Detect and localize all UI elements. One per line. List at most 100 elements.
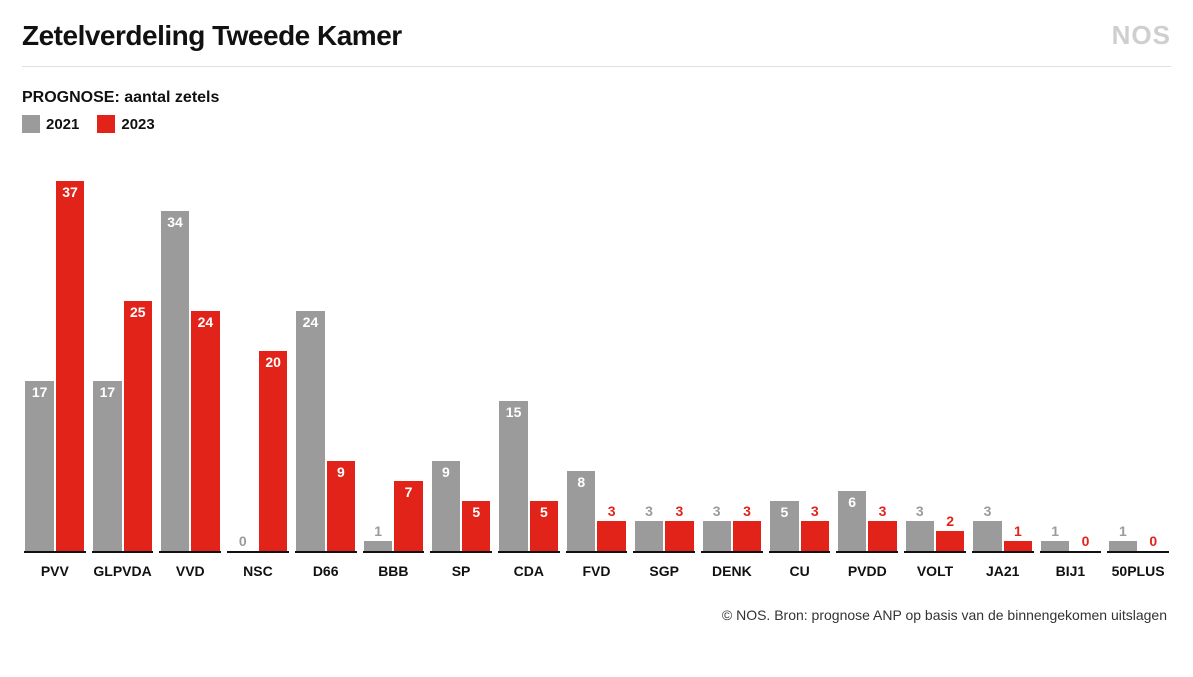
category-label: NSC [243,563,273,579]
category-label: FVD [582,563,610,579]
bar-value-label: 25 [124,304,152,320]
category-label: PVV [41,563,69,579]
bar-group: 53 CU [769,183,831,579]
bar-pair: 33 [633,183,695,553]
bar-group: 34 24 VVD [159,183,221,579]
bar-pair: 33 [701,183,763,553]
category-label: SGP [649,563,679,579]
bar-value-label: 5 [462,504,490,520]
bar: 25 [124,301,152,551]
bar-pair: 83 [566,183,628,553]
bar-value-label: 3 [906,503,934,519]
bar-value-label: 3 [665,503,693,519]
bar-value-label: 3 [635,503,663,519]
bar-group: 1737PVV [24,183,86,579]
bar-group: 33SGP [633,183,695,579]
bar-value-label: 17 [25,384,53,400]
bar: 3 [801,521,829,551]
bar-pair: 63 [836,183,898,553]
legend-label: 2021 [46,116,79,133]
bar-pair: 34 24 [159,183,221,553]
bar: 3 [733,521,761,551]
bar-value-label: 9 [327,464,355,480]
bar: 24 [296,311,324,551]
bar-group: 17BBB [363,183,425,579]
bar: 15 [499,401,527,551]
bar: 9 [432,461,460,551]
bar: 8 [567,471,595,551]
bar: 9 [327,461,355,551]
bar: 5 [770,501,798,551]
bar-value-label: 3 [733,503,761,519]
bar: 1 [1109,541,1137,551]
category-label: DENK [712,563,752,579]
bar-pair: 155 [498,183,560,553]
nos-logo: NOS [1112,20,1171,51]
bar-value-label: 3 [597,503,625,519]
bar-group: 33DENK [701,183,763,579]
bar: 3 [597,521,625,551]
bar: 3 [665,521,693,551]
bar-value-label: 0 [229,533,257,549]
bar: 24 [191,311,219,551]
bar-pair: 020 [227,183,289,553]
bar: 1 [364,541,392,551]
bar-pair: 1737 [24,183,86,553]
bar-value-label: 24 [296,314,324,330]
bar: 37 [56,181,84,551]
bar-value-label: 34 [161,214,189,230]
bar-value-label: 3 [703,503,731,519]
legend-item: 2023 [97,115,154,133]
bar: 3 [906,521,934,551]
bar-group: 10 BIJ1 [1040,183,1102,579]
category-label: JA21 [986,563,1019,579]
bar-value-label: 0 [1139,533,1167,549]
chart-title: Zetelverdeling Tweede Kamer [22,20,402,52]
bar-chart: 1737PVV1725GLPVDA3424VVD020NSC249D6617BB… [22,159,1171,579]
bar-pair: 53 [769,183,831,553]
category-label: CU [789,563,809,579]
category-label: BIJ1 [1056,563,1086,579]
bar-group: 1725GLPVDA [92,183,154,579]
bar-value-label: 3 [868,503,896,519]
bar-value-label: 1 [1041,523,1069,539]
bar-group: 32 VOLT [904,183,966,579]
legend-label: 2023 [121,116,154,133]
category-label: VOLT [917,563,953,579]
bar-value-label: 1 [1109,523,1137,539]
bar: 17 [93,381,121,551]
legend-swatch [97,115,115,133]
bar: 3 [973,521,1001,551]
bar-pair: 32 [904,183,966,553]
bar-group: 63 PVDD [836,183,898,579]
bar-pair: 10 [1107,183,1169,553]
legend-swatch [22,115,40,133]
category-label: 50PLUS [1112,563,1165,579]
chart-subtitle: PROGNOSE: aantal zetels [22,89,1171,107]
bar: 3 [868,521,896,551]
bar-value-label: 1 [1004,523,1032,539]
legend: 2021 2023 [22,115,1171,133]
category-label: PVDD [848,563,887,579]
bar: 17 [25,381,53,551]
bar-value-label: 2 [936,513,964,529]
bar: 2 [936,531,964,551]
bar-group: 10 50PLUS [1107,183,1169,579]
bar-group: 83 FVD [566,183,628,579]
bar-value-label: 0 [1071,533,1099,549]
source-footer: © NOS. Bron: prognose ANP op basis van d… [22,607,1171,623]
bar-pair: 24 9 [295,183,357,553]
bar: 34 [161,211,189,551]
bar-value-label: 3 [801,503,829,519]
bar: 6 [838,491,866,551]
bar-value-label: 6 [838,494,866,510]
bar-pair: 1725 [92,183,154,553]
bar: 7 [394,481,422,551]
bar-value-label: 24 [191,314,219,330]
bar: 1 [1041,541,1069,551]
category-label: VVD [176,563,205,579]
bar-value-label: 5 [530,504,558,520]
bar-value-label: 37 [56,184,84,200]
bar-pair: 10 [1040,183,1102,553]
bar: 3 [703,521,731,551]
